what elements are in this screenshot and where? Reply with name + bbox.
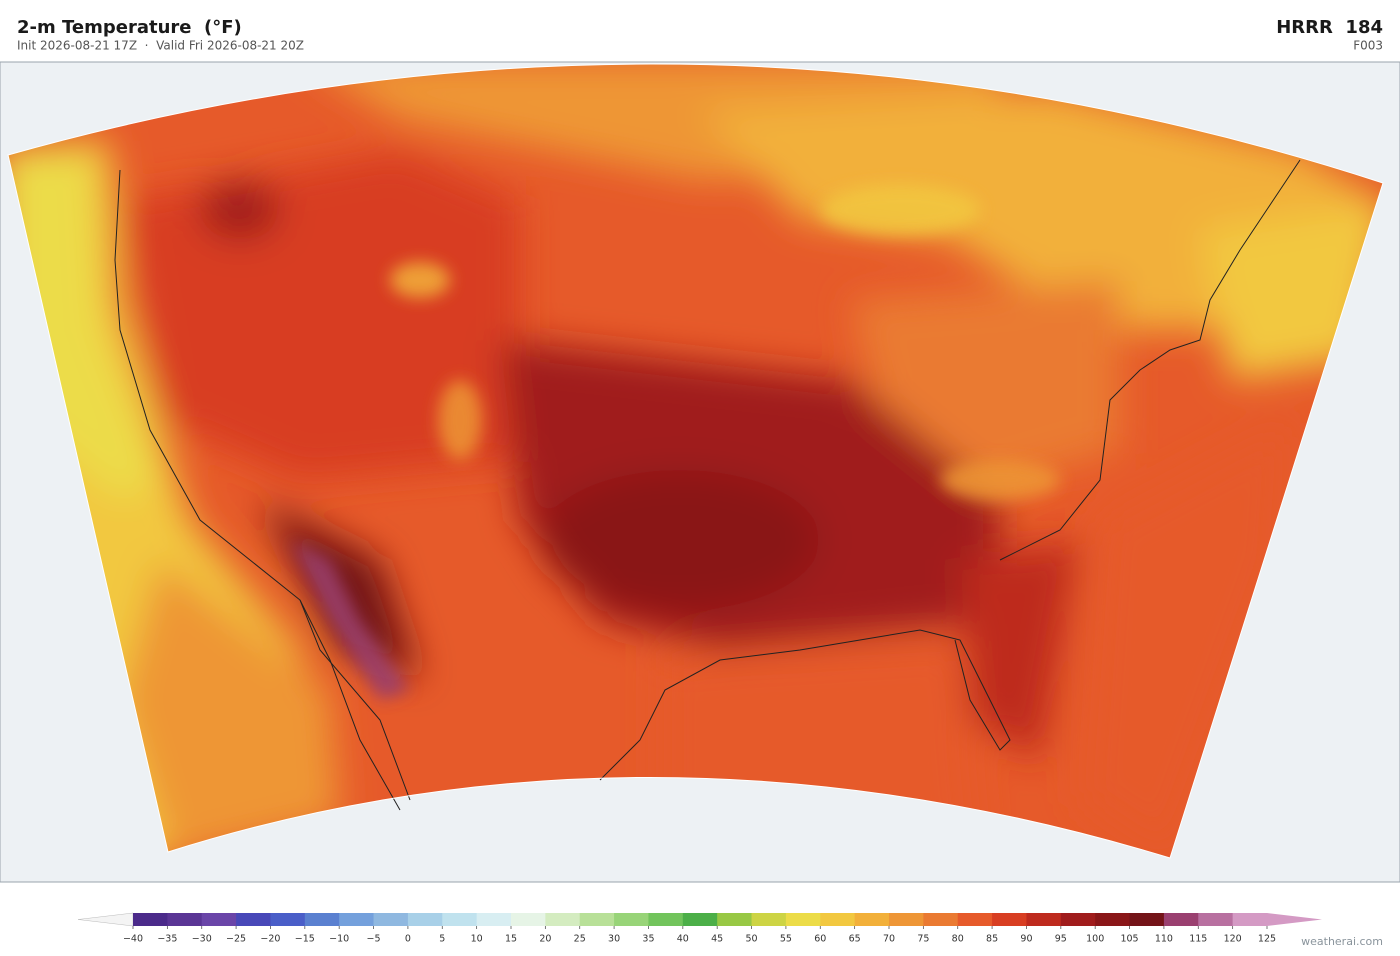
colorbar-swatch	[1095, 913, 1131, 926]
colorbar-swatch	[1198, 913, 1234, 926]
colorbar-label: 30	[608, 934, 620, 945]
colorbar-label: 75	[917, 934, 929, 945]
colorbar-swatch	[339, 913, 375, 926]
colorbar-label: 115	[1189, 934, 1207, 945]
colorbar-label: 50	[745, 934, 757, 945]
colorbar-swatch	[751, 913, 787, 926]
coastlines	[114, 159, 1301, 811]
colorbar-label: −5	[367, 934, 381, 945]
model-label: HRRR 184	[1276, 17, 1383, 38]
colorbar-swatch	[820, 913, 856, 926]
domain-edge	[7, 63, 1384, 859]
colorbar-label: 95	[1055, 934, 1067, 945]
colorbar-swatch	[201, 913, 237, 926]
colorbar-swatch	[1060, 913, 1096, 926]
colorbar-label: 0	[405, 934, 411, 945]
colorbar-label: 20	[539, 934, 551, 945]
colorbar-label: 5	[439, 934, 445, 945]
colorbar-label: 85	[986, 934, 998, 945]
colorbar-label: −15	[295, 934, 315, 945]
colorbar-swatch	[545, 913, 581, 926]
colorbar-swatch	[133, 913, 168, 926]
colorbar-label: 105	[1120, 934, 1138, 945]
colorbar-swatch	[854, 913, 890, 926]
colorbar-label: −40	[123, 934, 143, 945]
colorbar-swatch	[923, 913, 959, 926]
colorbar-swatch	[682, 913, 718, 926]
colorbar-swatch	[407, 913, 443, 926]
map	[0, 61, 1400, 883]
colorbar-label: 45	[711, 934, 723, 945]
colorbar-label: 70	[883, 934, 895, 945]
colorbar-swatch	[442, 913, 478, 926]
colorbar-label: 80	[952, 934, 964, 945]
colorbar-swatch	[511, 913, 546, 926]
colorbar-label: 125	[1258, 934, 1276, 945]
colorbar-swatch	[167, 913, 203, 926]
colorbar-label: 25	[574, 934, 586, 945]
colorbar-label: −30	[192, 934, 212, 945]
colorbar-swatch	[270, 913, 306, 926]
colorbar-label: 55	[780, 934, 792, 945]
colorbar-swatch	[579, 913, 615, 926]
colorbar-label: −10	[329, 934, 349, 945]
colorbar-label: 120	[1224, 934, 1242, 945]
colorbar-swatch	[1129, 913, 1165, 926]
colorbar-swatch	[476, 913, 512, 926]
colorbar-swatch	[304, 913, 340, 926]
colorbar-over	[1267, 913, 1322, 926]
colorbar-swatch	[1163, 913, 1199, 926]
colorbar-swatch	[373, 913, 409, 926]
colorbar-label: 10	[471, 934, 483, 945]
temperature-field	[8, 64, 1383, 858]
colorbar-swatch	[785, 913, 821, 926]
colorbar-swatch	[957, 913, 993, 926]
colorbar-label: 15	[505, 934, 517, 945]
colorbar-swatch	[1232, 913, 1268, 926]
colorbar-label: 35	[642, 934, 654, 945]
colorbar-under	[77, 912, 134, 927]
colorbar-swatch	[717, 913, 753, 926]
colorbar-swatch	[614, 913, 649, 926]
colorbar-label: 110	[1155, 934, 1173, 945]
credit: weatherai.com	[1301, 935, 1383, 948]
colorbar-swatch	[1026, 913, 1062, 926]
colorbar-label: 40	[677, 934, 689, 945]
colorbar-label: 65	[849, 934, 861, 945]
colorbar-label: −20	[260, 934, 280, 945]
colorbar-swatch	[992, 913, 1027, 926]
forecast-hour: F003	[1353, 39, 1383, 53]
colorbar-label: 90	[1020, 934, 1032, 945]
colorbar-label: −35	[157, 934, 177, 945]
colorbar-label: −25	[226, 934, 246, 945]
title: 2-m Temperature (°F)	[17, 17, 242, 38]
subtitle: Init 2026-08-21 17Z · Valid Fri 2026-08-…	[17, 39, 304, 53]
colorbar-swatch	[236, 913, 271, 926]
colorbar-swatch	[648, 913, 684, 926]
colorbar-label: 60	[814, 934, 826, 945]
colorbar-label: 100	[1086, 934, 1104, 945]
colorbar: −40 −35 −30 −25 −20 −15 −10 −5 0 5 10 15 20 25 30 35 40 4…	[77, 912, 1322, 945]
colorbar-swatch	[889, 913, 924, 926]
